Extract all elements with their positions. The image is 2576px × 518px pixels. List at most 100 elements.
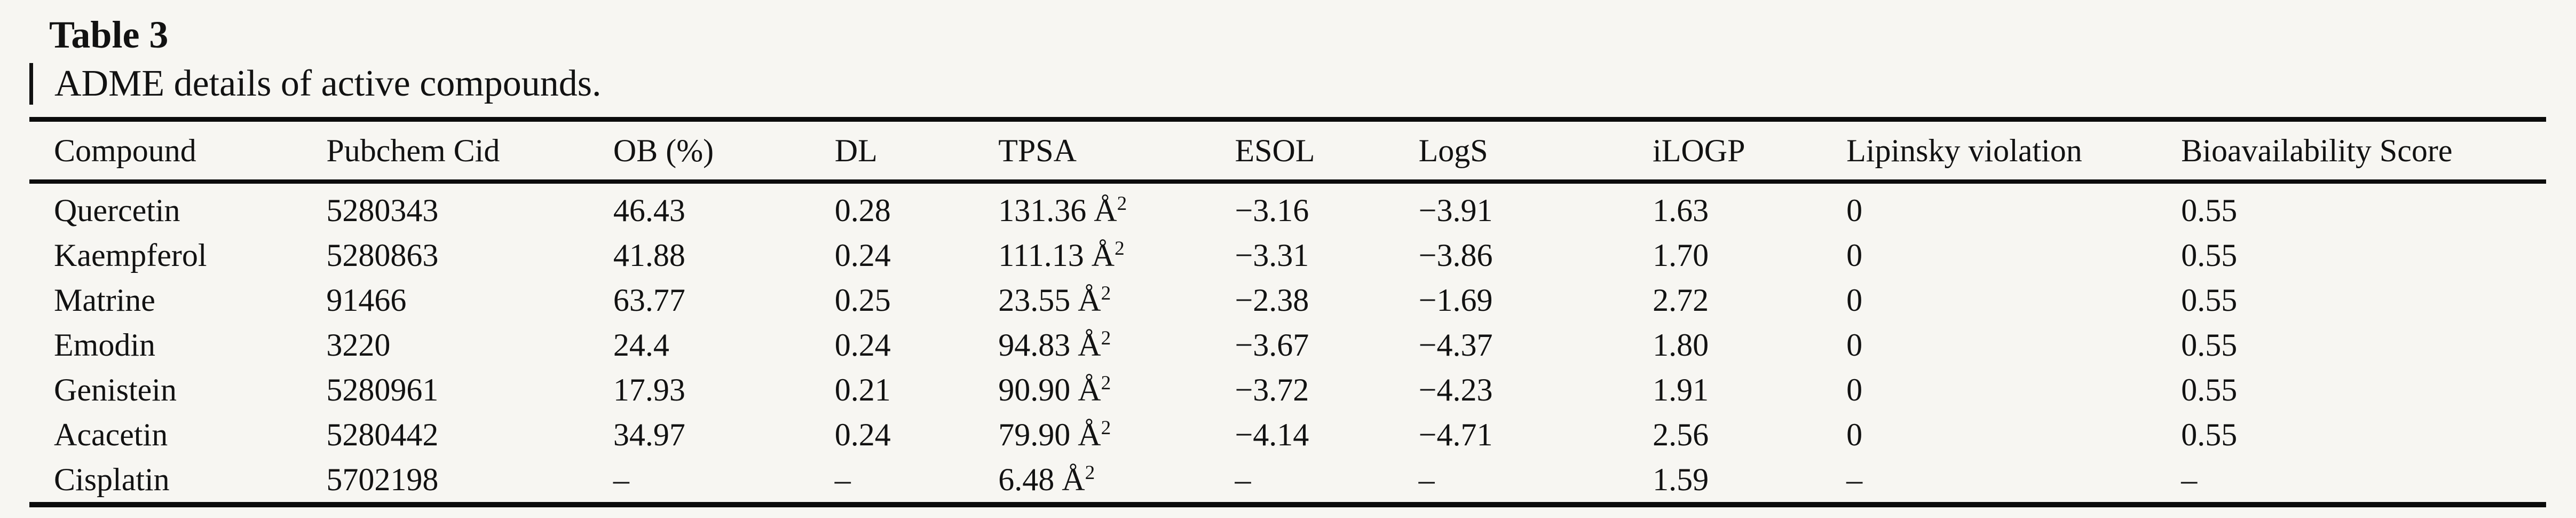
cell-bioavailability: 0.55 [2181, 372, 2238, 407]
col-header-ilogp: iLOGP [1653, 119, 1847, 184]
col-header-logs: LogS [1418, 119, 1653, 184]
table-row: Kaempferol 5280863 41.88 0.24 111.13 Å2 −… [29, 233, 2546, 278]
cell-esol: −2.38 [1235, 282, 1309, 318]
cell-esol: −3.67 [1235, 327, 1309, 363]
cell-pubchem-cid: 5280961 [326, 372, 439, 407]
cell-logs: −3.91 [1418, 192, 1493, 228]
col-header-dl: DL [834, 119, 999, 184]
col-header-compound: Compound [29, 119, 327, 184]
table-row: Acacetin 5280442 34.97 0.24 79.90 Å2 −4.1… [29, 412, 2546, 457]
cell-dl: 0.24 [834, 237, 891, 273]
tpsa-superscript: 2 [1101, 372, 1111, 394]
cell-esol: −3.72 [1235, 372, 1309, 407]
cell-lipinsky: 0 [1846, 237, 1863, 273]
cell-ilogp: 1.80 [1653, 327, 1709, 363]
cell-pubchem-cid: 5280442 [326, 417, 439, 452]
cell-esol: – [1235, 461, 1251, 497]
table-caption-label: Table 3 [49, 13, 169, 56]
cell-tpsa: 79.90 Å2 [998, 412, 1235, 457]
cell-lipinsky: 0 [1846, 417, 1863, 452]
cell-ob: – [613, 461, 629, 497]
cell-tpsa: 131.36 Å2 [998, 182, 1235, 233]
cell-logs: – [1418, 461, 1435, 497]
table-container: Compound Pubchem Cid OB (%) DL TPSA ESOL… [29, 117, 2546, 507]
cell-logs: −4.71 [1418, 417, 1493, 452]
col-header-ob: OB (%) [613, 119, 835, 184]
cell-lipinsky: – [1846, 461, 1863, 497]
cell-tpsa: 23.55 Å2 [998, 278, 1235, 323]
cell-dl: 0.24 [834, 417, 891, 452]
cell-bioavailability: 0.55 [2181, 327, 2238, 363]
cell-ilogp: 1.91 [1653, 372, 1709, 407]
table-body: Quercetin 5280343 46.43 0.28 131.36 Å2 −3… [29, 182, 2546, 505]
cell-dl: 0.28 [834, 192, 891, 228]
table-caption-description: ADME details of active compounds. [29, 63, 602, 105]
cell-ilogp: 2.56 [1653, 417, 1709, 452]
tpsa-value: 79.90 [998, 417, 1071, 452]
table-row: Genistein 5280961 17.93 0.21 90.90 Å2 −3.… [29, 367, 2546, 412]
cell-ilogp: 1.59 [1653, 461, 1709, 497]
cell-tpsa: 90.90 Å2 [998, 367, 1235, 412]
col-header-bioavailability-score: Bioavailability Score [2181, 119, 2546, 184]
cell-compound: Cisplatin [54, 461, 170, 497]
col-header-esol: ESOL [1235, 119, 1419, 184]
cell-pubchem-cid: 5280863 [326, 237, 439, 273]
cell-ob: 17.93 [613, 372, 685, 407]
tpsa-unit: Å [1078, 282, 1101, 318]
cell-tpsa: 111.13 Å2 [998, 233, 1235, 278]
cell-logs: −3.86 [1418, 237, 1493, 273]
cell-compound: Acacetin [54, 417, 168, 452]
tpsa-unit: Å [1091, 237, 1115, 273]
cell-tpsa: 6.48 Å2 [998, 457, 1235, 505]
cell-logs: −1.69 [1418, 282, 1493, 318]
tpsa-superscript: 2 [1101, 327, 1111, 349]
table-row: Quercetin 5280343 46.43 0.28 131.36 Å2 −3… [29, 182, 2546, 233]
tpsa-unit: Å [1078, 417, 1101, 452]
cell-compound: Matrine [54, 282, 155, 318]
cell-esol: −3.16 [1235, 192, 1309, 228]
tpsa-value: 90.90 [998, 372, 1071, 407]
tpsa-superscript: 2 [1115, 237, 1125, 260]
tpsa-value: 111.13 [998, 237, 1084, 273]
cell-bioavailability: – [2181, 461, 2198, 497]
cell-compound: Kaempferol [54, 237, 207, 273]
cell-ob: 46.43 [613, 192, 685, 228]
cell-tpsa: 94.83 Å2 [998, 323, 1235, 367]
cell-lipinsky: 0 [1846, 282, 1863, 318]
cell-ilogp: 2.72 [1653, 282, 1709, 318]
tpsa-superscript: 2 [1101, 282, 1111, 304]
tpsa-value: 23.55 [998, 282, 1071, 318]
cell-bioavailability: 0.55 [2181, 417, 2238, 452]
adme-table: Compound Pubchem Cid OB (%) DL TPSA ESOL… [29, 117, 2546, 507]
tpsa-value: 6.48 [998, 461, 1055, 497]
cell-pubchem-cid: 91466 [326, 282, 407, 318]
cell-compound: Quercetin [54, 192, 180, 228]
tpsa-unit: Å [1094, 192, 1117, 228]
tpsa-value: 131.36 [998, 192, 1087, 228]
cell-dl: 0.21 [834, 372, 891, 407]
col-header-tpsa: TPSA [998, 119, 1235, 184]
cell-logs: −4.23 [1418, 372, 1493, 407]
cell-lipinsky: 0 [1846, 372, 1863, 407]
cell-bioavailability: 0.55 [2181, 282, 2238, 318]
cell-bioavailability: 0.55 [2181, 192, 2238, 228]
table-row: Emodin 3220 24.4 0.24 94.83 Å2 −3.67 −4.3… [29, 323, 2546, 367]
cell-lipinsky: 0 [1846, 327, 1863, 363]
cell-bioavailability: 0.55 [2181, 237, 2238, 273]
cell-ilogp: 1.63 [1653, 192, 1709, 228]
header-row: Compound Pubchem Cid OB (%) DL TPSA ESOL… [29, 119, 2546, 184]
cell-dl: 0.24 [834, 327, 891, 363]
cell-lipinsky: 0 [1846, 192, 1863, 228]
table-row: Matrine 91466 63.77 0.25 23.55 Å2 −2.38 −… [29, 278, 2546, 323]
cell-ilogp: 1.70 [1653, 237, 1709, 273]
cell-dl: – [834, 461, 851, 497]
tpsa-superscript: 2 [1117, 192, 1127, 215]
cell-compound: Genistein [54, 372, 177, 407]
cell-ob: 24.4 [613, 327, 669, 363]
cell-ob: 63.77 [613, 282, 685, 318]
cell-ob: 34.97 [613, 417, 685, 452]
table-header: Compound Pubchem Cid OB (%) DL TPSA ESOL… [29, 119, 2546, 184]
cell-pubchem-cid: 5702198 [326, 461, 439, 497]
cell-logs: −4.37 [1418, 327, 1493, 363]
